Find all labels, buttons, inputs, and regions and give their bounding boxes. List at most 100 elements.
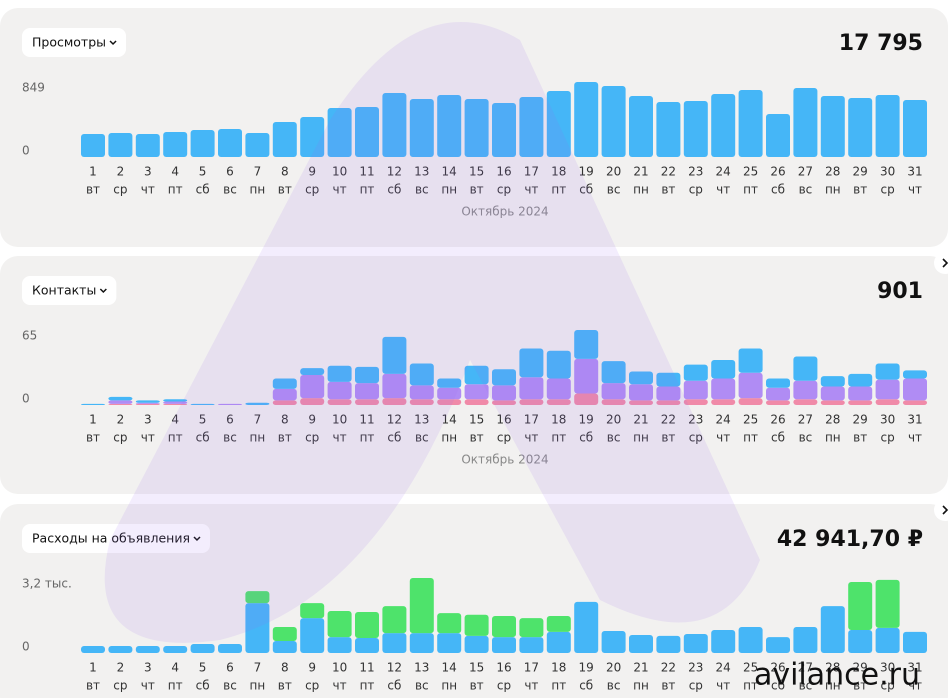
day-label: 31 <box>907 165 922 179</box>
y-tick-label: 3,2 тыс. <box>22 577 72 591</box>
bar <box>218 128 242 157</box>
bar <box>218 403 242 405</box>
weekday-label: вс <box>799 679 813 693</box>
weekday-label: ср <box>497 431 511 445</box>
bar <box>656 635 681 653</box>
bar <box>656 372 681 387</box>
bar <box>327 611 352 638</box>
day-label: 12 <box>387 165 402 179</box>
weekday-label: пт <box>551 679 566 693</box>
weekday-label: вт <box>853 679 867 693</box>
weekday-label: ср <box>305 679 319 693</box>
weekday-label: сб <box>387 431 401 445</box>
weekday-label: пн <box>250 183 266 197</box>
dropdown-caret <box>193 536 201 542</box>
day-label: 10 <box>332 661 347 675</box>
weekday-label: пн <box>441 183 457 197</box>
weekday-label: чт <box>908 679 922 693</box>
day-label: 7 <box>254 661 262 675</box>
weekday-label: вт <box>661 431 675 445</box>
dropdown-label: Расходы на объявления <box>32 531 190 546</box>
weekday-label: чт <box>908 431 922 445</box>
dropdown-bg <box>22 28 127 57</box>
bar <box>190 403 215 405</box>
bar <box>218 643 242 653</box>
weekday-label: пн <box>250 679 266 693</box>
day-label: 30 <box>880 661 895 675</box>
day-label: 11 <box>359 413 374 427</box>
weekday-label: чт <box>908 183 922 197</box>
bar <box>382 606 407 634</box>
bar <box>683 380 708 400</box>
bar <box>382 373 407 399</box>
bar <box>108 396 133 401</box>
bar <box>683 364 708 381</box>
day-label: 10 <box>332 165 347 179</box>
weekday-label: сб <box>771 431 785 445</box>
day-label: 9 <box>308 661 316 675</box>
weekday-label: сб <box>579 431 593 445</box>
day-label: 29 <box>853 413 868 427</box>
weekday-label: ср <box>497 183 511 197</box>
bar <box>464 98 489 157</box>
dropdown[interactable]: Расходы на объявления <box>22 524 210 553</box>
bar <box>766 378 790 388</box>
bar <box>683 634 708 653</box>
weekday-label: сб <box>579 679 593 693</box>
day-label: 12 <box>387 661 402 675</box>
day-label: 14 <box>442 413 457 427</box>
weekday-label: ср <box>689 679 703 693</box>
weekday-label: вт <box>86 183 100 197</box>
scroll-button[interactable] <box>934 252 949 274</box>
day-label: 13 <box>414 661 429 675</box>
weekday-label: вс <box>607 431 621 445</box>
bar <box>629 400 653 405</box>
bar <box>355 638 379 653</box>
bar <box>135 402 160 404</box>
bar <box>245 132 270 157</box>
day-label: 21 <box>633 661 648 675</box>
day-label: 18 <box>551 165 566 179</box>
day-label: 7 <box>254 413 262 427</box>
bar <box>546 399 571 405</box>
bar <box>327 107 352 157</box>
weekday-label: сб <box>387 679 401 693</box>
bar <box>108 132 133 157</box>
bar <box>355 383 379 400</box>
day-label: 12 <box>387 413 402 427</box>
weekday-label: вс <box>223 431 237 445</box>
weekday-label: ср <box>305 183 319 197</box>
bar <box>492 637 516 653</box>
weekday-label: вт <box>86 431 100 445</box>
weekday-label: ср <box>689 183 703 197</box>
day-label: 10 <box>332 413 347 427</box>
day-label: 14 <box>442 661 457 675</box>
dropdown[interactable]: Просмотры <box>22 28 127 57</box>
bar <box>135 400 160 403</box>
day-label: 19 <box>579 661 594 675</box>
weekday-label: сб <box>771 679 785 693</box>
weekday-label: пн <box>250 431 266 445</box>
scroll-button[interactable] <box>934 499 949 521</box>
weekday-label: вт <box>470 183 484 197</box>
day-label: 18 <box>551 413 566 427</box>
bar <box>327 637 352 653</box>
bar <box>300 116 325 157</box>
bar <box>574 601 599 653</box>
weekday-label: вт <box>853 431 867 445</box>
day-label: 21 <box>633 413 648 427</box>
bar <box>355 107 379 157</box>
bar <box>574 82 599 157</box>
bar <box>300 603 325 619</box>
dropdown[interactable]: Контакты <box>22 276 117 305</box>
day-label: 19 <box>579 413 594 427</box>
y-tick-label: 0 <box>22 392 30 406</box>
bar <box>464 384 489 400</box>
bar <box>793 626 818 653</box>
y-tick-label: 0 <box>22 144 30 158</box>
bar <box>683 100 708 157</box>
day-label: 3 <box>144 661 152 675</box>
bar <box>820 96 845 157</box>
weekday-label: пт <box>168 183 183 197</box>
weekday-label: пн <box>633 431 649 445</box>
